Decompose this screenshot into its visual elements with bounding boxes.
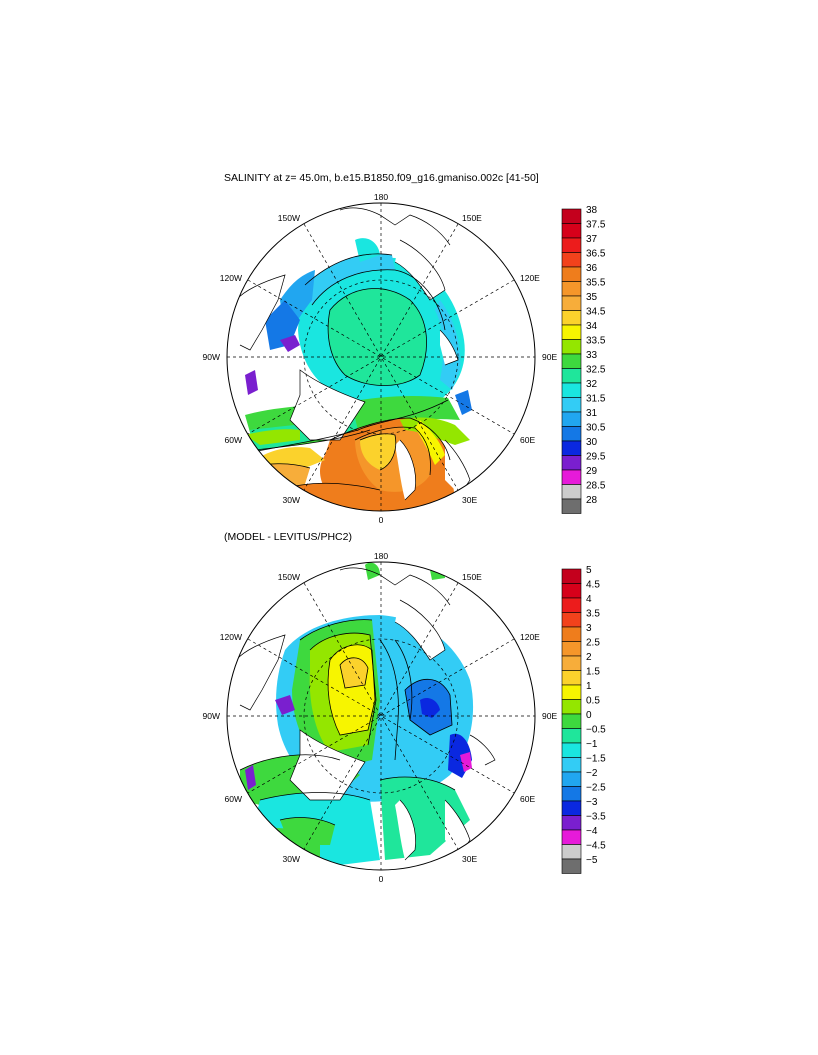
lon-label-90e: 90E: [542, 352, 557, 362]
lon-label-90w: 90W: [203, 352, 220, 362]
map-border: [226, 202, 536, 512]
colorbar-label: 33.5: [586, 336, 606, 347]
colorbar-label: 30: [586, 437, 598, 448]
colorbar-label: 36: [586, 263, 598, 274]
colorbar-swatch: [561, 498, 582, 514]
colorbar-label: 38: [586, 205, 598, 216]
graticule: [227, 203, 535, 511]
colorbar-swatch: [561, 208, 582, 224]
colorbar-label: 37.5: [586, 220, 606, 231]
colorbar-swatch: [561, 484, 582, 500]
colorbar-swatch: [561, 397, 582, 413]
colorbar-swatch: [561, 223, 582, 239]
colorbar-swatch: [561, 237, 582, 253]
colorbar-label: 34: [586, 321, 598, 332]
colorbar-label: 32.5: [586, 365, 606, 376]
colorbar-label: 35: [586, 292, 598, 303]
colorbar-swatch: [561, 281, 582, 297]
colorbar-swatch: [561, 295, 582, 311]
colorbar-swatch: [561, 339, 582, 355]
lon-label-150w: 150W: [278, 213, 300, 223]
colorbar-label: 29: [586, 466, 598, 477]
lon-label-60w: 60W: [225, 435, 242, 445]
lon-label-150e: 150E: [462, 213, 482, 223]
colorbar-swatch: [561, 382, 582, 398]
colorbar-label: 36.5: [586, 249, 606, 260]
colorbar-label: 30.5: [586, 423, 606, 434]
colorbar-swatch: [561, 411, 582, 427]
lon-label-120e: 120E: [520, 273, 540, 283]
colorbar-swatch: [561, 426, 582, 442]
colorbar-label: 28: [586, 495, 598, 506]
salinity-colorbar: 38 37.5 37 36.5 36 35.5 35 34.5 34 33.5 33 32.5 32 31…: [561, 205, 606, 514]
colorbar-swatch: [561, 469, 582, 485]
colorbar-swatch: [561, 310, 582, 326]
colorbar-swatch: [561, 324, 582, 340]
colorbar-label: 37: [586, 234, 598, 245]
colorbar-swatch: [561, 252, 582, 268]
colorbar-label: 28.5: [586, 481, 606, 492]
colorbar-label: 31: [586, 408, 598, 419]
lon-label-180: 180: [374, 192, 388, 202]
colorbar-swatch: [561, 455, 582, 471]
colorbar-label: 34.5: [586, 307, 606, 318]
colorbar-swatch: [561, 266, 582, 282]
colorbar-label: 32: [586, 379, 598, 390]
colorbar-label: 33: [586, 350, 598, 361]
lon-label-0: 0: [379, 515, 384, 525]
lon-label-30w: 30W: [283, 495, 300, 505]
colorbar-label: 31.5: [586, 394, 606, 405]
colorbar-label: 35.5: [586, 278, 606, 289]
panel-1-title: SALINITY at z= 45.0m, b.e15.B1850.f09_g1…: [224, 172, 539, 184]
lon-label-120w: 120W: [220, 273, 242, 283]
colorbar-swatch: [561, 368, 582, 384]
colorbar-swatch: [561, 440, 582, 456]
salinity-field: [227, 203, 535, 511]
colorbar-swatch: [561, 353, 582, 369]
colorbar-label: 29.5: [586, 452, 606, 463]
panel-2-title: (MODEL - LEVITUS/PHC2): [224, 531, 352, 543]
lon-label-60e: 60E: [520, 435, 535, 445]
lon-label-30e: 30E: [462, 495, 477, 505]
